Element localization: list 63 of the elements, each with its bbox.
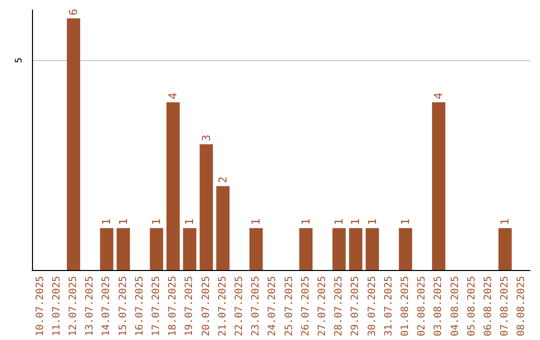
- bar: [498, 228, 512, 270]
- x-tick-label: 04.08.2025: [450, 276, 461, 336]
- data-label: 6: [67, 8, 80, 16]
- data-label: 1: [100, 218, 114, 226]
- bar: [349, 228, 362, 270]
- x-tick-label: 18.07.2025: [168, 276, 179, 336]
- x-tick-label: 02.08.2025: [416, 276, 428, 336]
- bar: [100, 228, 114, 270]
- x-tick-label: 31.07.2025: [383, 276, 394, 336]
- bar: [183, 228, 196, 270]
- x-tick-label: 29.07.2025: [350, 276, 362, 336]
- bar: [249, 228, 263, 270]
- x-tick-label: 19.07.2025: [184, 276, 196, 336]
- x-tick-label: 28.07.2025: [334, 276, 345, 336]
- x-tick-label: 23.07.2025: [250, 276, 262, 336]
- x-tick-label: 11.07.2025: [51, 276, 62, 336]
- bar: [398, 228, 412, 270]
- data-label: 1: [116, 218, 130, 226]
- bar: [432, 102, 446, 270]
- data-label: 2: [216, 176, 230, 184]
- x-tick-label: 12.07.2025: [68, 276, 79, 336]
- data-label: 1: [366, 218, 379, 226]
- x-tick-label: 08.08.2025: [516, 276, 528, 336]
- data-label: 1: [498, 218, 512, 226]
- data-label: 3: [200, 134, 213, 142]
- bar: [332, 228, 346, 270]
- data-label: 4: [432, 92, 446, 100]
- data-label: 1: [299, 218, 312, 226]
- bar: [166, 102, 180, 270]
- x-tick-label: 06.08.2025: [483, 276, 494, 336]
- x-tick-label: 26.07.2025: [300, 276, 312, 336]
- x-tick-label: 17.07.2025: [151, 276, 162, 336]
- x-tick-label: 10.07.2025: [34, 276, 46, 336]
- x-tick-label: 07.08.2025: [500, 276, 511, 336]
- bar: [366, 228, 379, 270]
- data-label: 1: [332, 218, 346, 226]
- bar: [116, 228, 130, 270]
- bar: [66, 18, 80, 270]
- y-tick-label: 5: [14, 58, 24, 64]
- bar: [150, 228, 164, 270]
- x-tick-label: 27.07.2025: [317, 276, 328, 336]
- x-tick-label: 13.07.2025: [84, 276, 96, 336]
- x-tick-label: 03.08.2025: [433, 276, 444, 336]
- x-tick-label: 01.08.2025: [400, 276, 411, 336]
- data-label: 1: [150, 218, 163, 226]
- x-tick-label: 20.07.2025: [200, 276, 212, 336]
- data-label: 1: [349, 218, 362, 226]
- x-tick-label: 16.07.2025: [134, 276, 146, 336]
- x-tick-label: 24.07.2025: [267, 276, 278, 336]
- x-tick-label: 25.07.2025: [284, 276, 295, 336]
- x-tick-label: 21.07.2025: [217, 276, 228, 336]
- data-label: 1: [250, 218, 263, 226]
- x-tick-label: 15.07.2025: [118, 276, 129, 336]
- x-tick-label: 30.07.2025: [366, 276, 378, 336]
- x-tick-label: 05.08.2025: [466, 276, 478, 336]
- data-label: 1: [183, 218, 196, 226]
- bar: [216, 186, 230, 270]
- data-label: 4: [166, 92, 180, 100]
- data-label: 1: [399, 218, 412, 226]
- bar: [299, 228, 313, 270]
- x-tick-label: 14.07.2025: [101, 276, 112, 336]
- x-tick-label: 22.07.2025: [234, 276, 245, 336]
- bar: [200, 144, 213, 270]
